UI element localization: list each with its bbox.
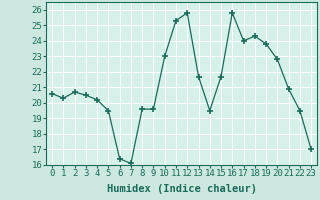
- X-axis label: Humidex (Indice chaleur): Humidex (Indice chaleur): [107, 184, 257, 194]
